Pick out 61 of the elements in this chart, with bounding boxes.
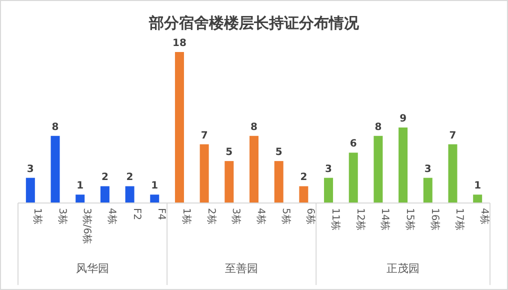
- data-label: 2: [300, 172, 308, 184]
- text: 至善园: [225, 262, 258, 275]
- x-tick-label: 4栋: [255, 208, 267, 224]
- x-tick-label: 3栋: [230, 208, 242, 224]
- x-tick-label: 4栋: [478, 208, 491, 224]
- x-tick-label: 17栋: [454, 208, 466, 231]
- x-tick-label: 6栋: [304, 208, 317, 224]
- bar: [423, 178, 432, 203]
- bar: [274, 161, 284, 203]
- x-tick-label: 3栋: [56, 208, 68, 224]
- bar: [374, 136, 383, 203]
- data-label: 8: [250, 122, 258, 133]
- data-label: 3: [424, 164, 432, 175]
- data-label: 5: [226, 147, 233, 158]
- bar: [473, 194, 482, 203]
- bar: [324, 178, 334, 203]
- bar: [250, 136, 258, 203]
- data-label: 6: [350, 138, 357, 150]
- data-label: 9: [400, 114, 407, 124]
- x-tick-label: 1栋: [31, 208, 44, 224]
- text: 正茂园: [386, 262, 420, 275]
- x-tick-label: 15栋: [404, 208, 416, 231]
- bar: [398, 128, 408, 203]
- bar: [100, 186, 110, 203]
- data-label: 8: [52, 122, 59, 133]
- bar: [200, 144, 209, 203]
- bar: [26, 178, 35, 203]
- data-label: 1: [76, 180, 84, 192]
- bar: [299, 186, 308, 203]
- data-label: 3: [26, 164, 34, 175]
- x-tick-label: F2: [130, 208, 142, 220]
- chart-title: 部分宿舍楼楼层长持证分布情况: [148, 14, 360, 32]
- data-label: 1: [474, 180, 482, 192]
- data-label: 3: [325, 164, 332, 175]
- bar: [224, 161, 234, 203]
- data-label: 7: [449, 130, 456, 142]
- data-label: 1: [151, 180, 158, 192]
- data-label: 8: [374, 122, 382, 133]
- bar: [50, 136, 60, 203]
- bar: [150, 194, 160, 203]
- x-tick-label: 4栋: [106, 208, 118, 224]
- data-label: 2: [126, 172, 134, 184]
- bar: [125, 186, 134, 203]
- bar: [448, 144, 458, 203]
- x-tick-label: 2栋: [205, 208, 218, 224]
- x-tick-label: 11栋: [330, 208, 342, 231]
- x-tick-label: 1栋: [180, 208, 192, 224]
- x-tick-label: 12栋: [354, 208, 366, 231]
- data-label: 7: [200, 130, 208, 142]
- bar: [348, 152, 358, 203]
- data-label: 2: [101, 172, 108, 184]
- bar: [76, 194, 85, 203]
- data-label: 5: [275, 147, 282, 158]
- x-tick-label: 16栋: [428, 208, 441, 231]
- x-tick-label: 14栋: [379, 208, 392, 231]
- data-label: 18: [172, 38, 186, 49]
- bar: [174, 52, 184, 203]
- x-tick-label: F4: [156, 208, 167, 220]
- x-tick-label: 3栋/6栋: [81, 208, 94, 244]
- x-tick-label: 5栋: [280, 208, 292, 224]
- text: 风华园: [76, 262, 110, 275]
